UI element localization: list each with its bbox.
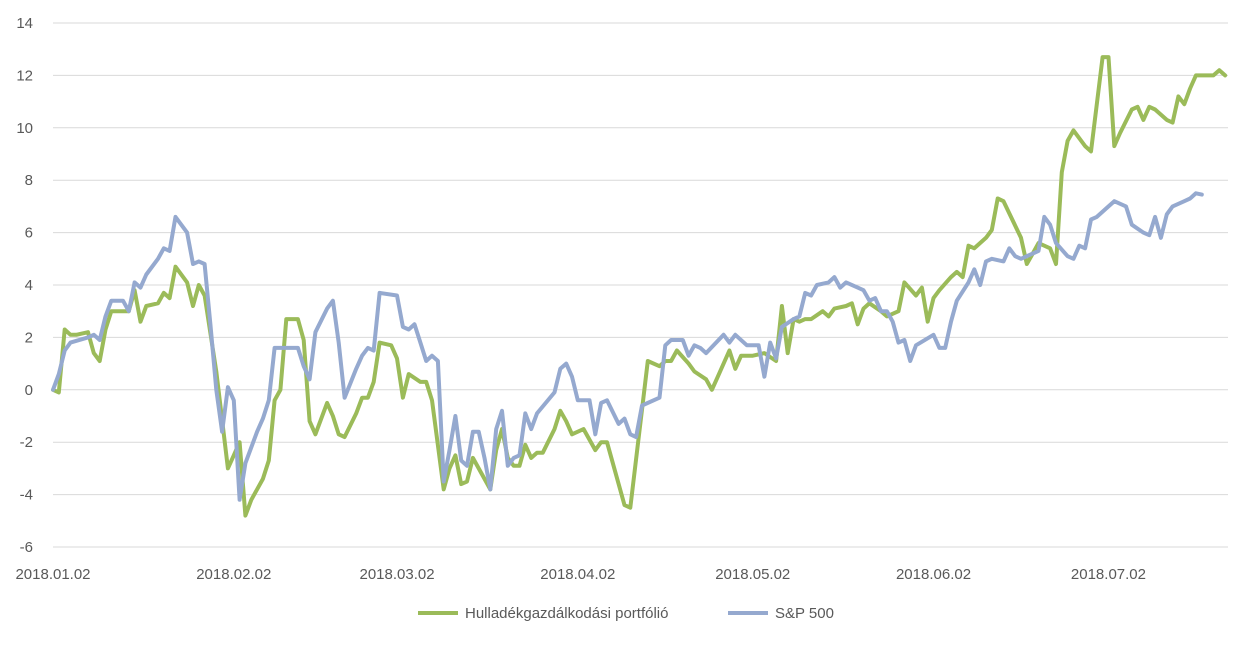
y-tick-label: 10	[16, 120, 33, 137]
y-tick-label: -4	[20, 487, 33, 504]
y-tick-label: 4	[25, 277, 33, 294]
x-tick-label: 2018.03.02	[360, 566, 435, 583]
x-axis-tick-labels: 2018.01.02 2018.02.02 2018.03.02 2018.04.02…	[15, 566, 1252, 583]
x-tick-label: 2018.01.02	[15, 566, 90, 583]
y-tick-label: -6	[20, 539, 33, 556]
y-tick-label: -2	[20, 434, 33, 451]
gridlines	[53, 22, 1228, 548]
x-tick-label: 2018.07.02	[1071, 566, 1146, 583]
y-tick-label: 8	[25, 172, 33, 189]
y-tick-label: 2	[25, 329, 33, 346]
x-tick-label: 2018.02.02	[196, 566, 271, 583]
y-tick-label: 12	[16, 67, 33, 84]
series-lines	[51, 55, 1228, 518]
x-tick-label: 2018.05.02	[715, 566, 790, 583]
x-tick-label: 2018.04.02	[540, 566, 615, 583]
y-axis-tick-labels: -6 -4 -2 0 2 4 6 8 10 12 14	[16, 15, 33, 556]
x-tick-label: 2018.06.02	[896, 566, 971, 583]
legend-entry-label: S&P 500	[775, 605, 834, 622]
y-tick-label: 14	[16, 15, 33, 32]
y-tick-label: 0	[25, 382, 33, 399]
y-tick-label: 6	[25, 225, 33, 242]
series-line-1	[51, 191, 1204, 502]
legend: Hulladékgazdálkodási portfólió S&P 500	[418, 605, 834, 622]
legend-entry-label: Hulladékgazdálkodási portfólió	[465, 605, 668, 622]
series-line-0	[51, 55, 1228, 518]
